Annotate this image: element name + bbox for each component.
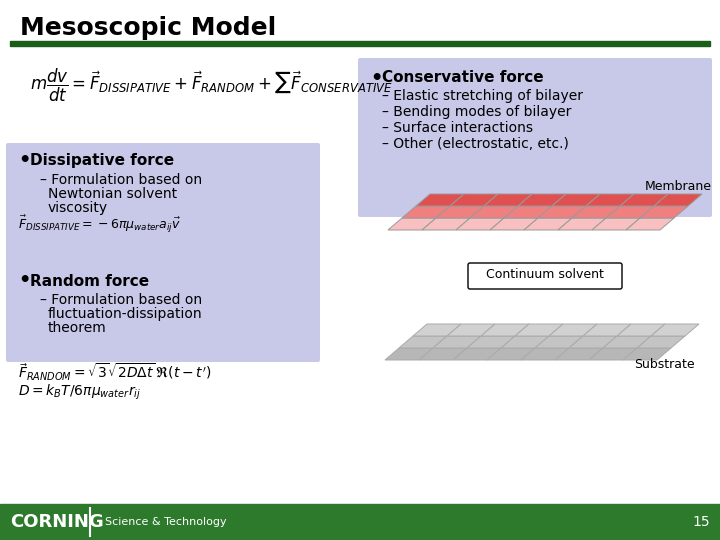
FancyBboxPatch shape	[468, 263, 622, 289]
Polygon shape	[399, 336, 447, 348]
Text: Science & Technology: Science & Technology	[105, 517, 227, 527]
Text: viscosity: viscosity	[48, 201, 108, 215]
FancyBboxPatch shape	[358, 58, 712, 217]
Text: Dissipative force: Dissipative force	[30, 153, 174, 168]
Text: Conservative force: Conservative force	[382, 71, 544, 85]
Bar	[10, 41, 710, 46]
Polygon shape	[402, 206, 450, 218]
Polygon shape	[422, 218, 470, 230]
Polygon shape	[484, 194, 532, 206]
Polygon shape	[487, 348, 535, 360]
Polygon shape	[388, 218, 436, 230]
Polygon shape	[419, 348, 467, 360]
Polygon shape	[453, 348, 501, 360]
Polygon shape	[586, 194, 634, 206]
Polygon shape	[606, 206, 654, 218]
Polygon shape	[555, 348, 603, 360]
Polygon shape	[654, 194, 702, 206]
Text: $\vec{F}_{RANDOM} = \sqrt{3}\sqrt{2D\Delta t}\,\mathfrak{R}(t-t')$: $\vec{F}_{RANDOM} = \sqrt{3}\sqrt{2D\Del…	[18, 361, 212, 383]
Text: – Formulation based on: – Formulation based on	[40, 293, 202, 307]
Text: Membrane: Membrane	[645, 179, 712, 192]
Polygon shape	[603, 336, 651, 348]
Text: $m\dfrac{dv}{dt} = \vec{F}_{DISSIPATIVE} + \vec{F}_{RANDOM} + \sum\vec{F}_{CONSE: $m\dfrac{dv}{dt} = \vec{F}_{DISSIPATIVE}…	[30, 66, 393, 104]
Text: Newtonian solvent: Newtonian solvent	[48, 187, 177, 201]
Text: •: •	[18, 152, 30, 171]
Polygon shape	[620, 194, 668, 206]
Text: theorem: theorem	[48, 321, 107, 335]
Polygon shape	[504, 206, 552, 218]
Polygon shape	[538, 206, 586, 218]
Polygon shape	[385, 348, 433, 360]
Text: – Bending modes of bilayer: – Bending modes of bilayer	[382, 105, 572, 119]
Polygon shape	[433, 336, 481, 348]
Text: fluctuation-dissipation: fluctuation-dissipation	[48, 307, 202, 321]
Polygon shape	[617, 324, 665, 336]
Polygon shape	[524, 218, 572, 230]
Polygon shape	[640, 206, 688, 218]
Polygon shape	[501, 336, 549, 348]
Polygon shape	[518, 194, 566, 206]
Polygon shape	[589, 348, 637, 360]
Text: 15: 15	[693, 515, 710, 529]
Polygon shape	[447, 324, 495, 336]
Text: – Surface interactions: – Surface interactions	[382, 121, 533, 135]
Polygon shape	[416, 194, 464, 206]
Polygon shape	[515, 324, 563, 336]
Polygon shape	[552, 194, 600, 206]
Polygon shape	[413, 324, 461, 336]
Text: – Elastic stretching of bilayer: – Elastic stretching of bilayer	[382, 89, 583, 103]
Text: •: •	[18, 272, 30, 291]
Text: Random force: Random force	[30, 273, 149, 288]
Text: $\vec{F}_{DISSIPATIVE} = -6\pi\mu_{water}a_{ij}\vec{v}$: $\vec{F}_{DISSIPATIVE} = -6\pi\mu_{water…	[18, 213, 181, 235]
Polygon shape	[490, 218, 538, 230]
Text: $D = k_B T / 6\pi\mu_{water}r_{ij}$: $D = k_B T / 6\pi\mu_{water}r_{ij}$	[18, 382, 141, 402]
Text: •: •	[370, 69, 382, 87]
Polygon shape	[558, 218, 606, 230]
Text: Mesoscopic Model: Mesoscopic Model	[20, 16, 276, 40]
Polygon shape	[549, 324, 597, 336]
Text: – Other (electrostatic, etc.): – Other (electrostatic, etc.)	[382, 137, 569, 151]
Polygon shape	[626, 218, 674, 230]
Polygon shape	[583, 324, 631, 336]
Polygon shape	[592, 218, 640, 230]
Polygon shape	[651, 324, 699, 336]
Text: Continuum solvent: Continuum solvent	[486, 268, 604, 281]
Polygon shape	[572, 206, 620, 218]
Polygon shape	[535, 336, 583, 348]
Polygon shape	[521, 348, 569, 360]
Text: CORNING: CORNING	[10, 513, 104, 531]
Polygon shape	[481, 324, 529, 336]
Polygon shape	[470, 206, 518, 218]
Polygon shape	[637, 336, 685, 348]
Bar	[0, 504, 720, 540]
Polygon shape	[456, 218, 504, 230]
FancyBboxPatch shape	[6, 143, 320, 362]
Text: Substrate: Substrate	[634, 359, 695, 372]
Polygon shape	[569, 336, 617, 348]
Polygon shape	[623, 348, 671, 360]
Polygon shape	[436, 206, 484, 218]
Text: – Formulation based on: – Formulation based on	[40, 173, 202, 187]
Polygon shape	[450, 194, 498, 206]
Polygon shape	[467, 336, 515, 348]
